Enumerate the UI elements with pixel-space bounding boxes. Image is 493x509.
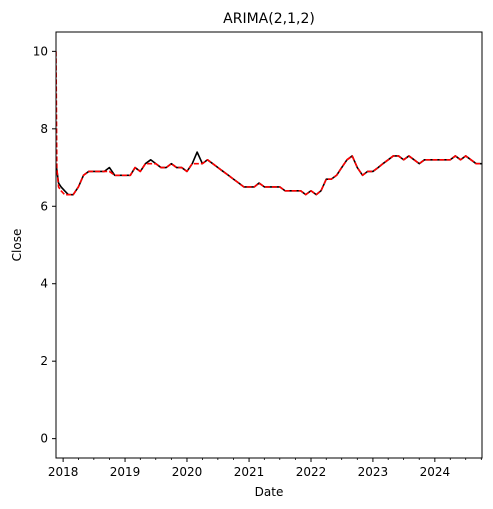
x-axis-title: Date [255, 485, 284, 499]
x-tick-label: 2024 [420, 465, 451, 479]
chart-title: ARIMA(2,1,2) [223, 11, 315, 27]
plot-area [56, 51, 482, 196]
x-tick-label: 2022 [296, 465, 327, 479]
x-tick-label: 2020 [172, 465, 203, 479]
x-tick-label: 2023 [358, 465, 389, 479]
axes: 0 2 4 6 8 10 2018 2019 2020 2021 2022 2023 2024 [33, 31, 483, 479]
series-line-0 [56, 151, 482, 196]
y-tick-label: 8 [40, 122, 48, 136]
y-tick-label: 6 [40, 199, 48, 213]
y-tick-label: 10 [33, 44, 48, 58]
y-axis-title: Close [10, 229, 24, 262]
x-tick-label: 2018 [48, 465, 79, 479]
x-tick-label: 2019 [110, 465, 141, 479]
series-line-1 [56, 51, 482, 196]
y-tick-label: 4 [40, 277, 48, 291]
plot-frame [55, 31, 483, 459]
x-tick-label: 2021 [234, 465, 265, 479]
y-tick-label: 2 [40, 354, 48, 368]
y-tick-label: 0 [40, 432, 48, 446]
